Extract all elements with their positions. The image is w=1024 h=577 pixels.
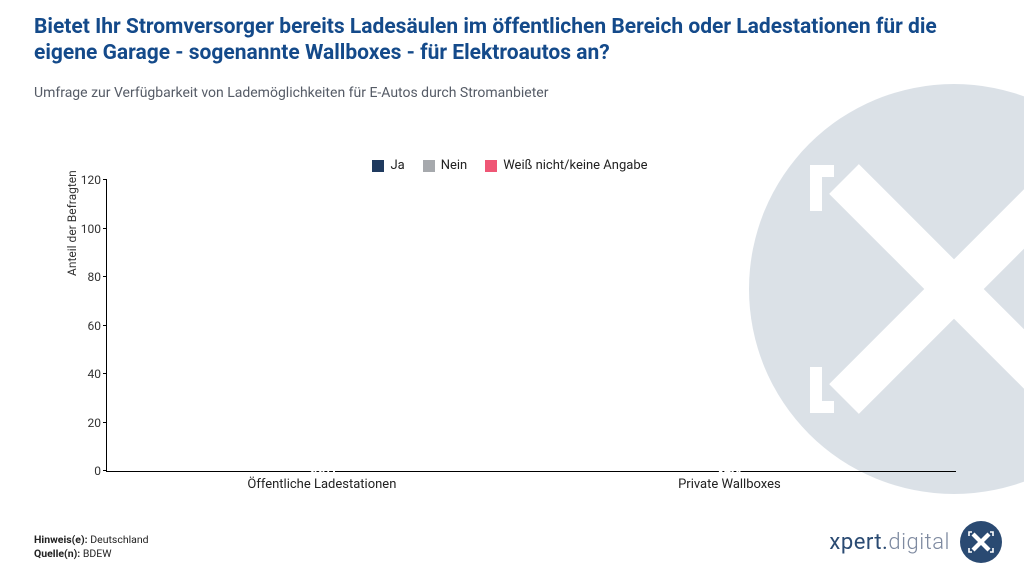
legend-label-nein: Nein (441, 158, 468, 173)
brand-mark-icon (960, 521, 1002, 563)
hint-key: Hinweis(e): (34, 533, 88, 546)
chart-title: Bietet Ihr Stromversorger bereits Ladesä… (34, 14, 974, 67)
ytick-line (103, 179, 107, 180)
legend-item-nein: Nein (423, 158, 468, 173)
x-label-public: Öffentliche Ladestationen (247, 477, 396, 492)
hint-value: Deutschland (90, 533, 148, 546)
chart-area: Ja Nein Weiß nicht/keine Angabe Anteil d… (60, 180, 960, 500)
legend: Ja Nein Weiß nicht/keine Angabe (60, 158, 960, 173)
ytick-line (103, 276, 107, 277)
brand-text: xpert.digital (829, 530, 950, 555)
source-value: BDEW (83, 547, 112, 560)
brand: xpert.digital (829, 521, 1002, 563)
legend-item-unknown: Weiß nicht/keine Angabe (485, 158, 647, 173)
ytick-40: 40 (67, 367, 101, 381)
legend-label-ja: Ja (390, 158, 404, 173)
ytick-0: 0 (67, 464, 101, 478)
legend-item-ja: Ja (372, 158, 404, 173)
x-label-private: Private Wallboxes (678, 477, 781, 492)
ytick-line (103, 373, 107, 374)
chart-subtitle: Umfrage zur Verfügbarkeit von Lademöglic… (34, 85, 974, 101)
ytick-80: 80 (67, 270, 101, 284)
ytick-line (103, 228, 107, 229)
footer-notes: Hinweis(e): Deutschland Quelle(n): BDEW (34, 533, 149, 561)
brand-sub: digital (888, 530, 950, 555)
ytick-line (103, 422, 107, 423)
ytick-20: 20 (67, 416, 101, 430)
ytick-100: 100 (67, 222, 101, 236)
legend-swatch-nein (423, 160, 435, 172)
ytick-120: 120 (67, 173, 101, 187)
brand-main: xpert (829, 530, 882, 555)
legend-label-unknown: Weiß nicht/keine Angabe (503, 158, 647, 173)
ytick-line (103, 325, 107, 326)
ytick-line (103, 470, 107, 471)
legend-swatch-unknown (485, 160, 497, 172)
ytick-60: 60 (67, 319, 101, 333)
legend-swatch-ja (372, 160, 384, 172)
source-key: Quelle(n): (34, 547, 80, 560)
plot: Anteil der Befragten 0 20 40 60 80 100 1… (106, 180, 956, 472)
